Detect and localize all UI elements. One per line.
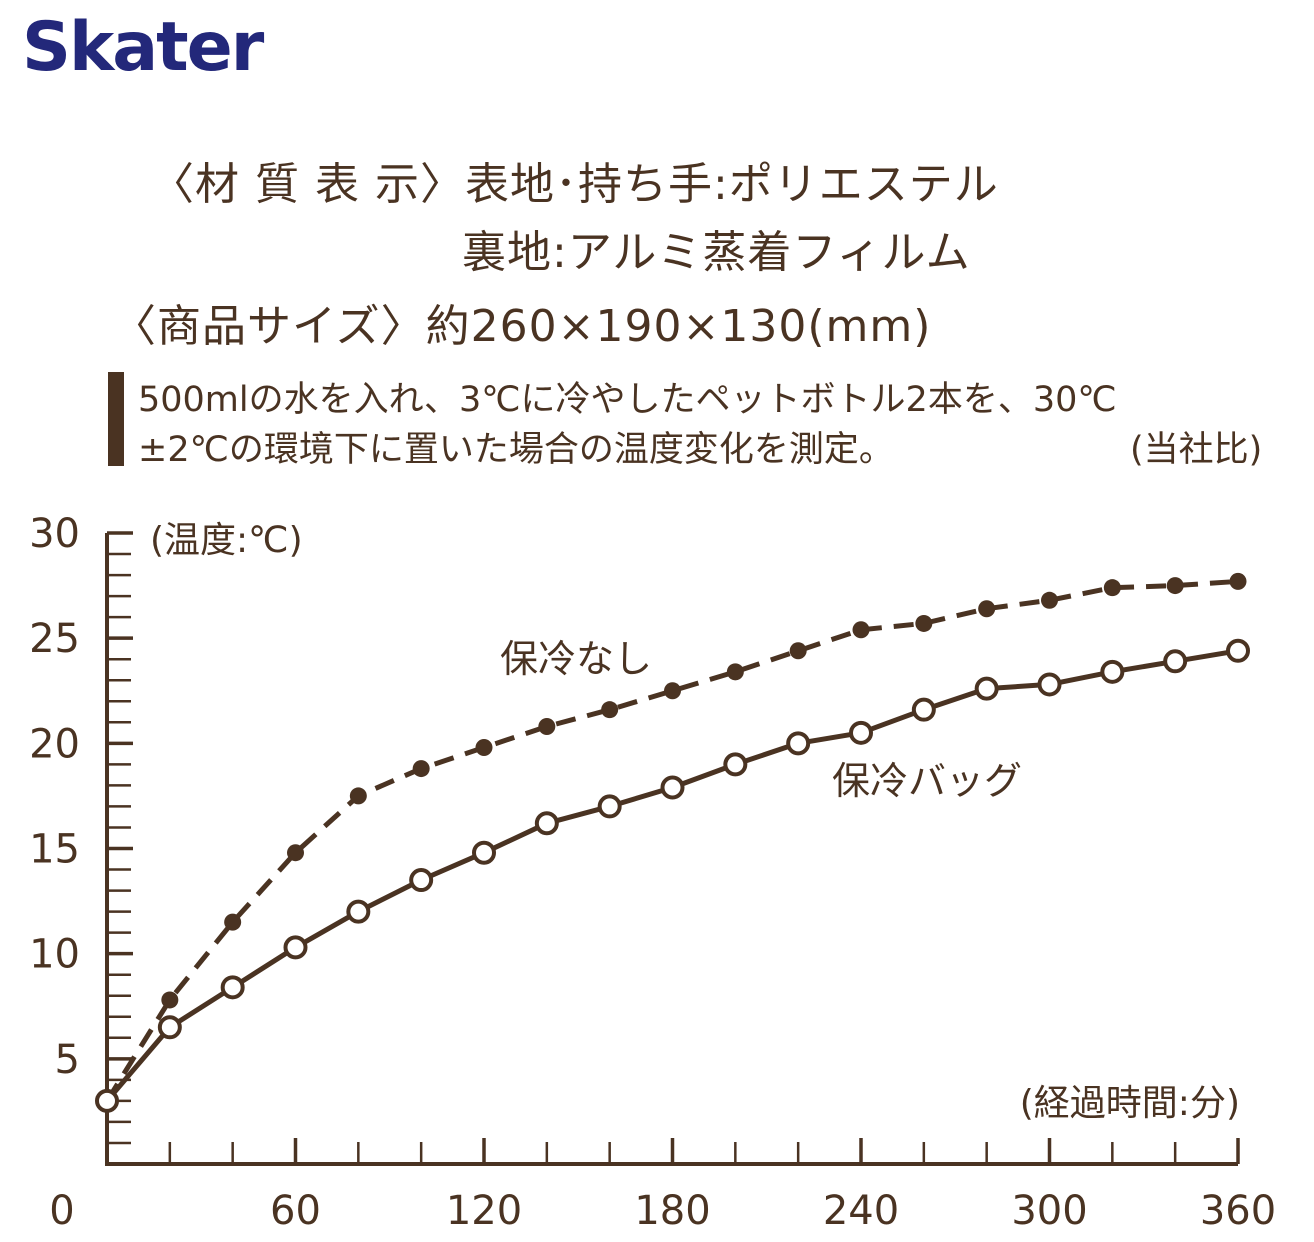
data-point-insulated-bag	[974, 676, 999, 701]
data-point-no-insulation	[287, 844, 304, 862]
data-point-insulated-bag	[157, 1015, 182, 1040]
x-axis-label: (経過時間:分)	[1020, 1083, 1240, 1124]
data-point-insulated-bag	[283, 935, 308, 960]
x-tick-label: 300	[1011, 1188, 1087, 1234]
note-accent-bar	[108, 372, 124, 466]
x-tick-label: 60	[270, 1188, 321, 1234]
data-point-no-insulation	[1103, 579, 1121, 597]
data-point-no-insulation	[978, 600, 996, 618]
material-line-2: 裏地:アルミ蒸着フィルム	[462, 227, 971, 278]
note-source: (当社比)	[1130, 430, 1263, 470]
data-point-no-insulation	[475, 739, 493, 757]
data-point-no-insulation	[1166, 577, 1184, 595]
y-tick-label: 20	[29, 721, 80, 767]
data-point-no-insulation	[915, 614, 933, 632]
y-tick-label: 30	[29, 511, 80, 557]
note-line-2: ±2℃の環境下に置いた場合の温度変化を測定。	[138, 430, 894, 470]
data-point-insulated-bag	[1037, 672, 1062, 697]
data-point-no-insulation	[601, 701, 619, 719]
data-point-insulated-bag	[597, 794, 622, 819]
data-point-no-insulation	[412, 760, 430, 778]
data-point-insulated-bag	[849, 720, 873, 745]
data-point-no-insulation	[664, 682, 681, 700]
x-tick-label: 180	[634, 1188, 710, 1234]
data-point-insulated-bag	[786, 731, 811, 756]
data-point-no-insulation	[852, 621, 870, 639]
data-point-insulated-bag	[723, 752, 748, 777]
data-point-no-insulation	[161, 991, 179, 1009]
data-point-no-insulation	[538, 718, 556, 736]
x-tick-label: 120	[446, 1188, 522, 1234]
note-line-1: 500mlの水を入れ、3℃に冷やしたペットボトル2本を、30℃	[138, 380, 1117, 420]
series-label-insulated-bag: 保冷バッグ	[832, 759, 1022, 803]
data-point-no-insulation	[349, 787, 367, 805]
chart-series	[95, 572, 1250, 1113]
chart-axes	[105, 533, 1238, 1166]
data-point-insulated-bag	[1100, 659, 1125, 684]
data-point-no-insulation	[789, 642, 807, 660]
material-line-1: 〈材 質 表 示〉表地･持ち手:ポリエステル	[150, 159, 999, 210]
x-tick-label: 240	[823, 1188, 899, 1234]
brand-logo: Skater	[22, 8, 264, 87]
y-tick-label: 5	[55, 1037, 80, 1083]
data-point-insulated-bag	[534, 811, 559, 836]
data-point-insulated-bag	[409, 868, 434, 893]
y-tick-label: 25	[29, 616, 80, 662]
data-point-insulated-bag	[1226, 638, 1250, 663]
data-point-insulated-bag	[346, 899, 371, 924]
y-tick-label: 10	[29, 932, 80, 978]
data-point-no-insulation	[224, 913, 242, 931]
series-label-no-insulation: 保冷なし	[500, 637, 652, 681]
data-point-insulated-bag	[220, 975, 245, 1000]
y-axis-label: (温度:℃)	[150, 520, 303, 561]
data-point-no-insulation	[1041, 591, 1058, 609]
size-line: 〈商品サイズ〉約260×190×130(mm)	[112, 301, 932, 352]
series-line-insulated-bag	[105, 648, 1239, 1103]
data-point-no-insulation	[1229, 572, 1247, 590]
series-line-no-insulation	[104, 578, 1239, 1103]
x-tick-label: 360	[1200, 1188, 1276, 1234]
data-point-insulated-bag	[472, 840, 496, 865]
data-point-no-insulation	[726, 663, 744, 681]
x-tick-label: 0	[49, 1188, 74, 1234]
data-point-insulated-bag	[911, 697, 936, 722]
data-point-insulated-bag	[95, 1088, 119, 1113]
y-tick-label: 15	[29, 827, 80, 873]
data-point-insulated-bag	[1163, 649, 1188, 674]
data-point-insulated-bag	[660, 775, 685, 800]
